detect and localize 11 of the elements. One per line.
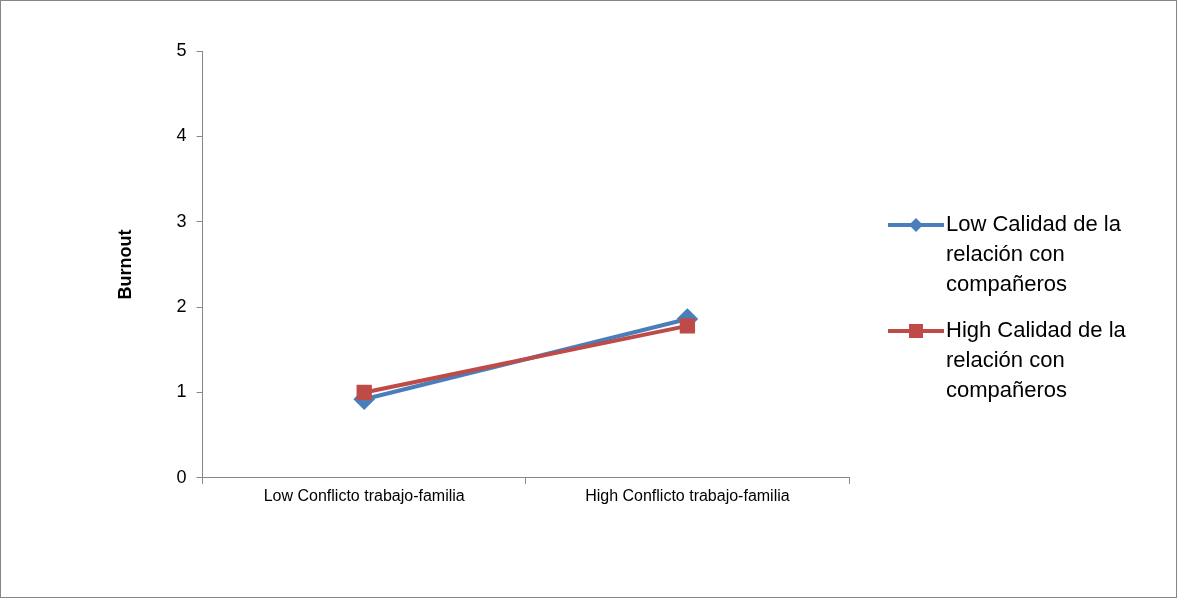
x-tick-label: High Conflicto trabajo-familia bbox=[585, 486, 790, 504]
y-tick-label: 0 bbox=[176, 466, 187, 487]
y-axis-title: Burnout bbox=[114, 229, 135, 300]
y-tick-label: 4 bbox=[176, 125, 187, 146]
legend-label: Low Calidad de la relación con compañeros bbox=[946, 210, 1122, 298]
x-tick-label: Low Conflicto trabajo-familia bbox=[263, 486, 465, 504]
y-tick-label: 2 bbox=[176, 296, 187, 317]
y-tick-label: 1 bbox=[176, 381, 187, 402]
legend-label: High Calidad de la relación con compañeros bbox=[946, 316, 1127, 404]
y-tick-label: 5 bbox=[176, 39, 187, 60]
y-tick-label: 3 bbox=[176, 210, 187, 231]
